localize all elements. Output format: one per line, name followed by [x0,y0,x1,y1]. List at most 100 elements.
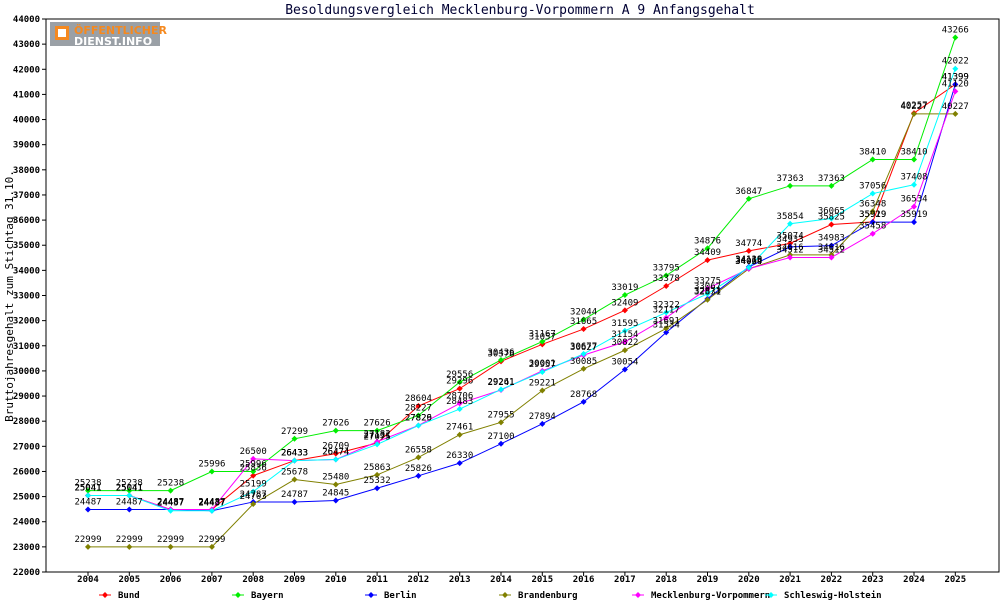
data-label: 34059 [735,257,762,267]
data-label: 25041 [74,484,101,494]
data-point [456,406,463,413]
data-point [869,230,876,237]
legend-label: Bayern [251,591,284,600]
y-tick-label: 28000 [13,417,40,427]
data-label: 29957 [529,360,556,370]
data-label: 32409 [611,298,638,308]
data-label: 31154 [611,330,638,340]
data-point [250,501,257,508]
data-point [828,182,835,189]
data-label: 22999 [116,535,143,545]
data-label: 30822 [611,338,638,348]
series-line-bund [88,83,956,510]
data-label: 22999 [198,535,225,545]
data-point [332,456,339,463]
x-tick-label: 2009 [284,575,306,585]
data-point [415,402,422,409]
data-point [869,190,876,197]
data-label: 37363 [818,174,845,184]
data-label: 35825 [818,212,845,222]
data-label: 34512 [777,245,804,255]
data-point [291,498,298,505]
y-tick-label: 40000 [13,116,40,126]
data-point [704,285,711,292]
data-label: 25480 [322,473,349,483]
data-label: 33795 [653,264,680,274]
data-point [332,481,339,488]
y-axis: 22000 23000 24000 25000 26000 27000 28000 29000… [13,15,46,578]
data-point [704,290,711,297]
data-point [952,110,959,117]
data-point [828,215,835,222]
legend-label: Berlin [384,590,417,600]
data-label: 30378 [487,349,514,359]
data-label: 40227 [900,102,927,112]
data-label: 29556 [446,370,473,380]
data-point [869,219,876,226]
data-label: 24487 [157,497,184,507]
data-point [85,506,91,513]
data-label: 24787 [281,490,308,500]
data-label: 27626 [364,419,391,429]
data-label: 28768 [570,390,597,400]
data-label: 34616 [777,243,804,253]
data-label: 42022 [942,57,969,67]
data-label: 24845 [322,488,349,498]
data-point [621,366,628,373]
data-label: 25826 [405,464,432,474]
data-label: 29241 [487,378,514,388]
data-label: 27182 [364,430,391,440]
data-label: 30677 [570,342,597,352]
data-label: 37056 [859,182,886,192]
data-point [456,379,463,386]
data-label: 32873 [694,287,721,297]
data-point [952,34,959,41]
data-point [869,208,876,215]
data-point [291,476,298,483]
data-label: 24487 [74,497,101,507]
data-point [250,455,257,462]
data-label: 24437 [198,499,225,509]
data-label: 25996 [240,460,267,470]
data-label: 24437 [198,499,225,509]
data-label: 33019 [611,283,638,293]
data-label: 32831 [694,288,721,298]
data-label: 24487 [198,497,225,507]
series-line-schleswig-holstein [88,68,956,512]
data-point [167,507,174,514]
data-point [787,243,794,250]
x-tick-label: 2006 [160,575,182,585]
data-point [663,325,670,332]
data-label: 27299 [281,427,308,437]
data-label: 37363 [777,174,804,184]
data-label: 29261 [487,377,514,387]
data-labels: 25041 25041 24487 24487 25836 26433 26709 27131… [74,25,968,544]
data-label: 25863 [364,463,391,473]
data-point [911,203,917,210]
y-tick-label: 37000 [13,191,40,201]
x-tick-label: 2011 [366,575,388,585]
y-tick-label: 35000 [13,241,40,251]
data-point [85,487,91,494]
data-point [869,156,876,163]
legend-swatch-marker [235,592,241,598]
data-label: 24787 [240,490,267,500]
data-label: 25238 [74,479,101,489]
data-label: 34064 [735,257,762,267]
x-tick-label: 2013 [449,575,471,585]
data-point [85,492,91,499]
data-label: 28227 [405,403,432,413]
data-label: 35929 [859,210,886,220]
y-tick-label: 34000 [13,266,40,276]
data-label: 31534 [653,320,680,330]
data-point [498,440,504,447]
y-tick-label: 33000 [13,292,40,302]
chart-title: Besoldungsvergleich Mecklenburg-Vorpomme… [285,3,755,18]
data-label: 29296 [446,377,473,387]
data-point [250,468,257,475]
data-label: 27461 [446,423,473,433]
data-label: 28604 [405,394,432,404]
data-point [952,65,959,72]
data-label: 25041 [116,484,143,494]
data-point [621,347,628,354]
